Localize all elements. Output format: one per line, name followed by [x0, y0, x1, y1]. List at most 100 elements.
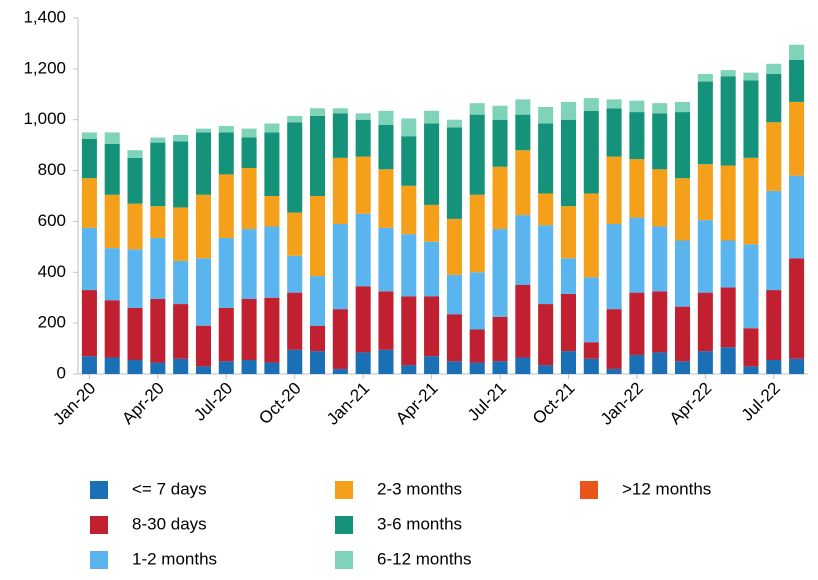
- legend-swatch: [90, 516, 108, 534]
- bar-segment: [697, 81, 713, 165]
- bar-segment: [629, 112, 645, 160]
- bar-segment: [332, 113, 348, 158]
- bar-segment: [173, 141, 189, 208]
- legend-swatch: [335, 481, 353, 499]
- bar-segment: [583, 110, 599, 194]
- bar-segment: [652, 352, 668, 374]
- bar-segment: [697, 73, 713, 82]
- bar-segment: [104, 248, 120, 301]
- bar-segment: [401, 234, 417, 297]
- bar-segment: [264, 226, 280, 298]
- bar-segment: [150, 362, 166, 374]
- bar-segment: [127, 203, 143, 250]
- bar-segment: [218, 174, 234, 238]
- bar-segment: [424, 241, 440, 297]
- bar-segment: [81, 132, 97, 139]
- legend-label: <= 7 days: [132, 479, 207, 498]
- bar-segment: [424, 110, 440, 124]
- bar-segment: [378, 291, 394, 350]
- bar-segment: [127, 150, 143, 158]
- bar-segment: [195, 325, 211, 367]
- bar-segment: [127, 157, 143, 204]
- legend-label: >12 months: [622, 479, 711, 498]
- bar-segment: [515, 285, 531, 358]
- bar-segment: [720, 76, 736, 166]
- y-tick-label: 200: [38, 313, 66, 332]
- bar-segment: [150, 206, 166, 238]
- bar-segment: [310, 115, 326, 196]
- bar-segment: [173, 304, 189, 359]
- bar-segment: [583, 193, 599, 278]
- legend-swatch: [90, 551, 108, 569]
- bar-segment: [629, 100, 645, 113]
- bar-segment: [332, 368, 348, 374]
- bar-segment: [515, 99, 531, 115]
- bar-segment: [287, 212, 303, 256]
- bar-segment: [424, 356, 440, 374]
- y-tick-label: 1,200: [23, 58, 66, 77]
- bar-segment: [264, 297, 280, 363]
- bar-segment: [720, 240, 736, 288]
- bar-segment: [675, 101, 691, 113]
- y-tick-label: 400: [38, 262, 66, 281]
- bar-segment: [492, 166, 508, 230]
- bar-segment: [127, 360, 143, 374]
- bar-segment: [424, 204, 440, 242]
- bar-segment: [127, 307, 143, 361]
- x-tick-label: Apr-22: [666, 379, 716, 429]
- bar-segment: [81, 178, 97, 228]
- bar-segment: [652, 113, 668, 170]
- bar-segment: [697, 292, 713, 352]
- bar-segment: [81, 356, 97, 374]
- bar-segment: [560, 101, 576, 120]
- bar-segment: [469, 194, 485, 273]
- bar-segment: [652, 103, 668, 114]
- bar-segment: [469, 114, 485, 195]
- bar-segment: [287, 349, 303, 374]
- legend-swatch: [335, 516, 353, 534]
- bar-segment: [538, 107, 554, 124]
- bar-segment: [538, 123, 554, 194]
- bar-segment: [241, 168, 257, 230]
- bar-segment: [241, 298, 257, 361]
- bar-segment: [766, 122, 782, 191]
- bar-segment: [789, 101, 805, 176]
- x-tick-label: Oct-20: [255, 379, 305, 429]
- bar-segment: [241, 137, 257, 169]
- bar-segment: [629, 354, 645, 374]
- bar-segment: [743, 366, 759, 374]
- bar-segment: [241, 229, 257, 299]
- bar-segment: [287, 292, 303, 350]
- bar-segment: [173, 260, 189, 305]
- bar-segment: [424, 296, 440, 357]
- bar-segment: [743, 328, 759, 367]
- x-tick-label: Apr-21: [392, 379, 442, 429]
- legend-swatch: [580, 481, 598, 499]
- bar-segment: [766, 290, 782, 361]
- legend-label: 3-6 months: [377, 514, 462, 533]
- bar-segment: [606, 156, 622, 224]
- bar-segment: [378, 124, 394, 170]
- bar-segment: [218, 361, 234, 374]
- bar-segment: [538, 365, 554, 374]
- bar-segment: [218, 126, 234, 133]
- bar-segment: [355, 156, 371, 214]
- bar-segment: [629, 159, 645, 218]
- bar-segment: [789, 175, 805, 259]
- bar-segment: [378, 110, 394, 125]
- bar-segment: [401, 185, 417, 235]
- bar-segment: [332, 223, 348, 310]
- y-tick-label: 0: [57, 363, 66, 382]
- bar-segment: [720, 165, 736, 241]
- bar-segment: [652, 291, 668, 353]
- bar-segment: [104, 300, 120, 358]
- bar-segment: [743, 244, 759, 329]
- legend-label: 6-12 months: [377, 549, 472, 568]
- bar-segment: [492, 105, 508, 120]
- bar-segment: [378, 227, 394, 292]
- bar-segment: [766, 73, 782, 123]
- bar-segment: [150, 137, 166, 143]
- bar-segment: [173, 358, 189, 374]
- bar-segment: [652, 226, 668, 292]
- bar-segment: [606, 99, 622, 109]
